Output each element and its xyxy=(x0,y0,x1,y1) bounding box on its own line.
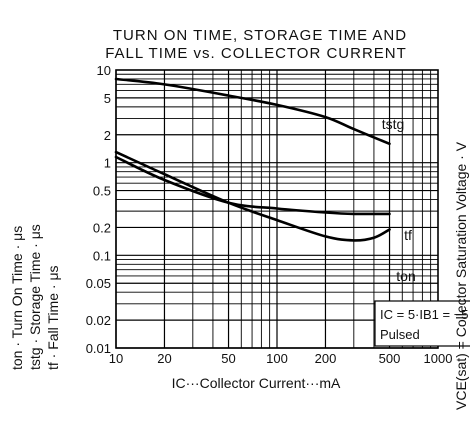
chart-title-line1: TURN ON TIME, STORAGE TIME AND xyxy=(113,27,407,44)
x-tick-label: 100 xyxy=(266,351,288,366)
x-tick-label: 200 xyxy=(315,351,337,366)
y-tick-label: 0.5 xyxy=(93,184,111,199)
series-line-ton xyxy=(114,150,391,242)
x-axis-label: IC···Collector Current···mA xyxy=(172,375,341,391)
y-axis-label: ton · Turn On Time · μs tstg · Storage T… xyxy=(9,224,61,370)
y-tick-labels: 0.01 0.02 0.05 0.1 0.2 0.5 1 2 5 10 xyxy=(86,63,111,356)
series-label-ton: ton xyxy=(396,268,415,284)
series-line-tf xyxy=(114,155,391,216)
x-tick-label: 1000 xyxy=(424,351,453,366)
x-tick-label: 10 xyxy=(109,351,123,366)
x-tick-labels: 10 20 50 100 200 500 1000 xyxy=(109,351,453,366)
annotation-box xyxy=(374,300,470,347)
y-tick-label: 2 xyxy=(104,128,111,143)
right-axis-label-cut: VCE(sat) = Collector Saturation Voltage … xyxy=(453,141,469,410)
y-tick-label: 0.01 xyxy=(86,341,111,356)
y-axis-label-line3: tf · Fall Time · μs xyxy=(45,265,61,370)
chart-title-line2: FALL TIME vs. COLLECTOR CURRENT xyxy=(105,45,407,62)
series-label-tstg: tstg xyxy=(382,116,405,132)
plot-frame xyxy=(115,69,439,349)
series-curves xyxy=(114,77,391,242)
x-tick-label: 20 xyxy=(157,351,171,366)
y-tick-label: 5 xyxy=(104,91,111,106)
y-axis-label-line2: tstg · Storage Time · μs xyxy=(27,224,43,370)
x-tick-label: 500 xyxy=(379,351,401,366)
y-tick-label: 1 xyxy=(104,156,111,171)
y-tick-label: 0.02 xyxy=(86,313,111,328)
y-axis-label-line1: ton · Turn On Time · μs xyxy=(9,226,25,370)
y-tick-label: 0.1 xyxy=(93,248,111,263)
annotation-pulsed: Pulsed xyxy=(380,327,420,342)
x-tick-label: 50 xyxy=(221,351,235,366)
series-label-tf: tf xyxy=(404,227,412,243)
annotation-condition: IC = 5·IB1 = −5·IB2 xyxy=(380,307,470,322)
y-tick-label: 10 xyxy=(97,63,111,78)
y-tick-label: 0.2 xyxy=(93,220,111,235)
y-tick-label: 0.05 xyxy=(86,276,111,291)
series-line-tstg xyxy=(114,77,391,146)
